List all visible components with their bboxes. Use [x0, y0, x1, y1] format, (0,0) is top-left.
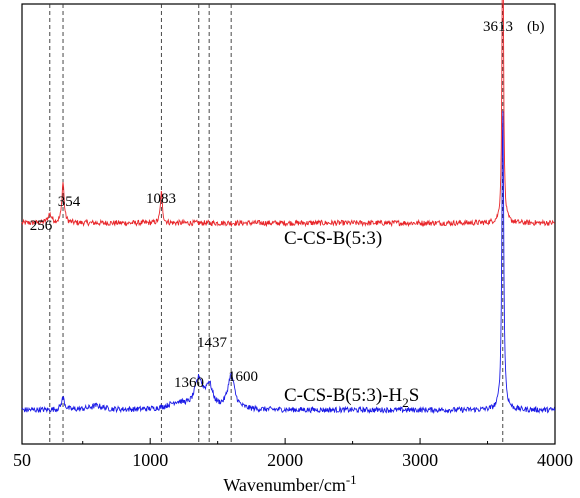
peak-label-1437: 1437 [197, 335, 228, 351]
x-axis-tick-labels: 50 1000 2000 3000 4000 [13, 450, 573, 470]
peak-label-1083: 1083 [146, 191, 176, 207]
series-line-2 [21, 111, 556, 415]
x-tick-label-4: 4000 [537, 450, 573, 470]
x-axis-title: Wavenumber/cm-1 [223, 472, 356, 495]
peak-label-256: 256 [30, 218, 53, 234]
plot-frame [21, 3, 556, 445]
x-tick-label-2: 2000 [267, 450, 303, 470]
peak-label-3613: 3613 [483, 19, 513, 35]
peak-label-1600: 1600 [228, 369, 258, 385]
series-lines [21, 0, 556, 415]
peak-labels: 256 354 1083 3613 1360 1437 1600 [30, 19, 513, 391]
x-tick-label-0: 50 [13, 450, 31, 470]
peak-label-1360: 1360 [174, 375, 204, 391]
series-label-1: C-CS-B(5:3) [284, 228, 382, 249]
series-line-1 [21, 0, 556, 228]
series-label-2: C-CS-B(5:3)-H2S [284, 385, 419, 410]
panel-label: (b) [527, 19, 545, 35]
x-axis-ticks [21, 438, 556, 444]
x-tick-label-3: 3000 [402, 450, 438, 470]
peak-label-354: 354 [58, 194, 81, 210]
x-tick-label-1: 1000 [132, 450, 168, 470]
reference-lines [49, 4, 504, 444]
